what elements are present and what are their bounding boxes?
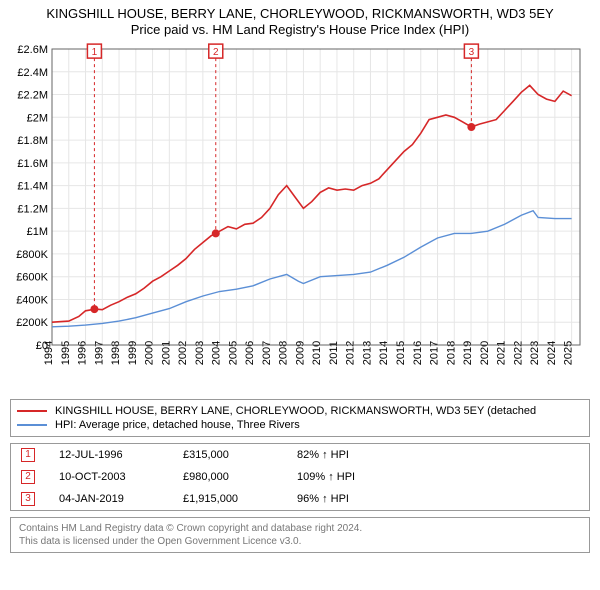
- svg-text:2023: 2023: [529, 340, 541, 364]
- chart-titles: KINGSHILL HOUSE, BERRY LANE, CHORLEYWOOD…: [6, 6, 594, 39]
- svg-text:2016: 2016: [412, 340, 424, 364]
- event-hpi: 96% ↑ HPI: [297, 493, 387, 505]
- svg-text:£2M: £2M: [27, 112, 48, 124]
- svg-text:2001: 2001: [160, 340, 172, 364]
- svg-text:£800K: £800K: [16, 248, 48, 260]
- svg-text:2021: 2021: [496, 340, 508, 364]
- svg-text:2017: 2017: [429, 340, 441, 364]
- event-row-1: 1 12-JUL-1996 £315,000 82% ↑ HPI: [11, 444, 589, 466]
- event-marker-3: 3: [469, 47, 475, 58]
- svg-text:2000: 2000: [144, 340, 156, 364]
- svg-text:£400K: £400K: [16, 294, 48, 306]
- legend-swatch: [17, 410, 47, 412]
- legend-row-0: KINGSHILL HOUSE, BERRY LANE, CHORLEYWOOD…: [17, 404, 583, 418]
- svg-text:1998: 1998: [110, 340, 122, 364]
- svg-text:1995: 1995: [60, 340, 72, 364]
- svg-text:£1M: £1M: [27, 226, 48, 238]
- svg-text:2008: 2008: [278, 340, 290, 364]
- event-marker-icon: 2: [21, 470, 35, 484]
- series-kingshill: [52, 85, 572, 322]
- svg-text:2012: 2012: [345, 340, 357, 364]
- event-marker-2: 2: [213, 47, 219, 58]
- event-date: 12-JUL-1996: [59, 449, 159, 461]
- svg-text:2013: 2013: [361, 340, 373, 364]
- svg-text:2022: 2022: [512, 340, 524, 364]
- svg-text:1997: 1997: [93, 340, 105, 364]
- svg-text:2007: 2007: [261, 340, 273, 364]
- svg-text:1994: 1994: [43, 340, 55, 364]
- event-row-3: 3 04-JAN-2019 £1,915,000 96% ↑ HPI: [11, 488, 589, 510]
- event-price: £1,915,000: [183, 493, 273, 505]
- svg-text:£2.4M: £2.4M: [17, 66, 48, 78]
- footer-line2: This data is licensed under the Open Gov…: [19, 535, 581, 548]
- events-table: 1 12-JUL-1996 £315,000 82% ↑ HPI 2 10-OCT-200…: [10, 443, 590, 511]
- svg-text:2024: 2024: [546, 340, 558, 364]
- svg-text:2019: 2019: [462, 340, 474, 364]
- footer-line1: Contains HM Land Registry data © Crown c…: [19, 522, 581, 535]
- svg-text:2005: 2005: [227, 340, 239, 364]
- svg-text:1996: 1996: [77, 340, 89, 364]
- svg-text:£200K: £200K: [16, 317, 48, 329]
- event-hpi: 82% ↑ HPI: [297, 449, 387, 461]
- event-price: £980,000: [183, 471, 273, 483]
- svg-text:2025: 2025: [563, 340, 575, 364]
- event-date: 04-JAN-2019: [59, 493, 159, 505]
- event-row-2: 2 10-OCT-2003 £980,000 109% ↑ HPI: [11, 466, 589, 488]
- svg-text:2006: 2006: [244, 340, 256, 364]
- title-line2: Price paid vs. HM Land Registry's House …: [6, 22, 594, 38]
- legend-label: HPI: Average price, detached house, Thre…: [55, 419, 300, 431]
- svg-text:1999: 1999: [127, 340, 139, 364]
- event-marker-icon: 3: [21, 492, 35, 506]
- attribution-footer: Contains HM Land Registry data © Crown c…: [10, 517, 590, 553]
- svg-text:2015: 2015: [395, 340, 407, 364]
- event-marker-1: 1: [92, 47, 98, 58]
- svg-text:£1.6M: £1.6M: [17, 157, 48, 169]
- legend-label: KINGSHILL HOUSE, BERRY LANE, CHORLEYWOOD…: [55, 405, 536, 417]
- svg-text:£2.2M: £2.2M: [17, 89, 48, 101]
- event-price: £315,000: [183, 449, 273, 461]
- svg-text:£2.6M: £2.6M: [17, 44, 48, 56]
- svg-text:2009: 2009: [294, 340, 306, 364]
- chart-area: £0£200K£400K£600K£800K£1M£1.2M£1.4M£1.6M…: [6, 43, 594, 393]
- price-chart: £0£200K£400K£600K£800K£1M£1.2M£1.4M£1.6M…: [6, 43, 588, 393]
- svg-text:£1.2M: £1.2M: [17, 203, 48, 215]
- svg-text:£600K: £600K: [16, 271, 48, 283]
- svg-text:£1.8M: £1.8M: [17, 135, 48, 147]
- title-line1: KINGSHILL HOUSE, BERRY LANE, CHORLEYWOOD…: [6, 6, 594, 22]
- svg-text:2010: 2010: [311, 340, 323, 364]
- legend-row-1: HPI: Average price, detached house, Thre…: [17, 418, 583, 432]
- svg-text:2004: 2004: [211, 340, 223, 364]
- svg-text:2018: 2018: [445, 340, 457, 364]
- series-hpi: [52, 210, 572, 326]
- event-hpi: 109% ↑ HPI: [297, 471, 387, 483]
- svg-text:2003: 2003: [194, 340, 206, 364]
- event-date: 10-OCT-2003: [59, 471, 159, 483]
- svg-text:2002: 2002: [177, 340, 189, 364]
- legend-box: KINGSHILL HOUSE, BERRY LANE, CHORLEYWOOD…: [10, 399, 590, 437]
- legend-swatch: [17, 424, 47, 426]
- svg-text:£1.4M: £1.4M: [17, 180, 48, 192]
- event-marker-icon: 1: [21, 448, 35, 462]
- svg-text:2020: 2020: [479, 340, 491, 364]
- svg-text:2014: 2014: [378, 340, 390, 364]
